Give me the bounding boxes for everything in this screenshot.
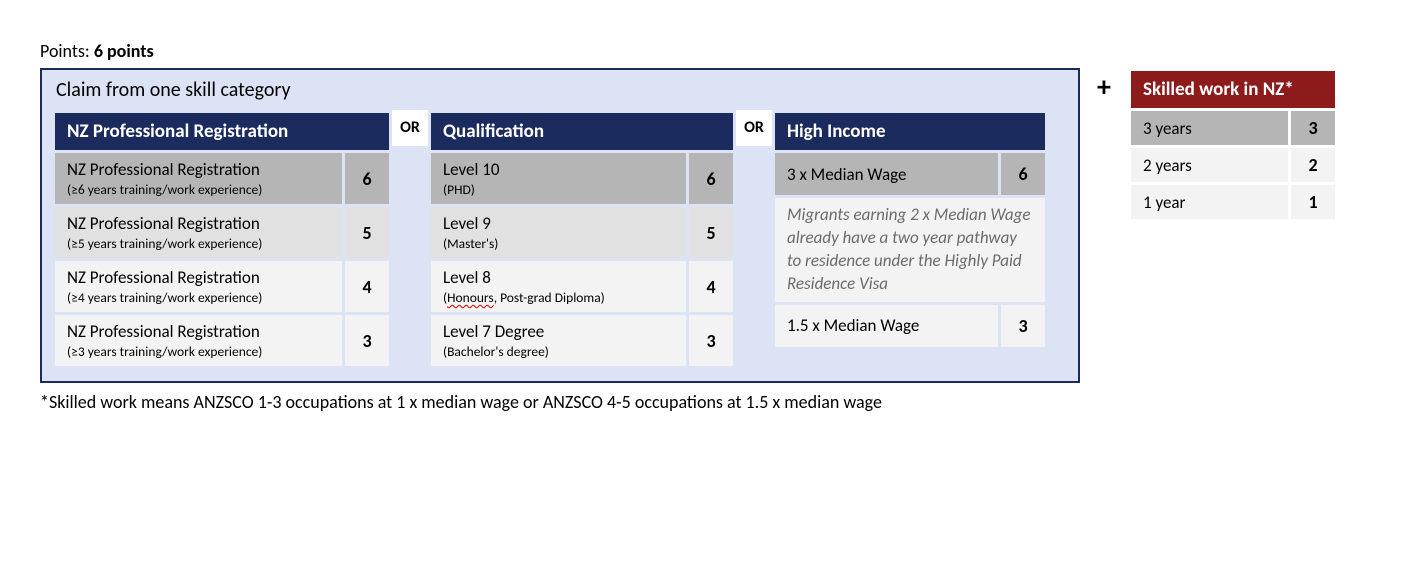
row-points: 5 <box>689 207 733 258</box>
row-sub: (Honours, Post-grad Diploma) <box>443 289 674 306</box>
row-points: 2 <box>1291 148 1335 182</box>
row-points: 4 <box>345 261 389 312</box>
income-table: High Income 3 x Median Wage6 Migrants ea… <box>772 110 1048 350</box>
table-cell: 1.5 x Median Wage <box>775 305 998 347</box>
qualification-table: Qualification Level 10(PHD)6 Level 9(Mas… <box>428 110 736 369</box>
row-label: Level 9 <box>443 213 491 234</box>
claim-box: Claim from one skill category NZ Profess… <box>40 68 1080 383</box>
sub-post: , Post-grad Diploma) <box>494 289 605 306</box>
table-cell: NZ Professional Registration(≥4 years tr… <box>55 261 342 312</box>
row-sub: (≥4 years training/work experience) <box>67 289 330 306</box>
claim-columns: NZ Professional Registration NZ Professi… <box>52 110 1068 369</box>
table-cell: NZ Professional Registration(≥5 years tr… <box>55 207 342 258</box>
row-sub: (≥3 years training/work experience) <box>67 343 330 360</box>
row-points: 6 <box>345 153 389 204</box>
row-label: Level 7 Degree <box>443 321 544 342</box>
table-cell: Level 7 Degree(Bachelor's degree) <box>431 315 686 366</box>
table-cell: Level 10(PHD) <box>431 153 686 204</box>
row-label: Level 10 <box>443 159 499 180</box>
row-sub: (Master's) <box>443 235 674 252</box>
or-connector: OR <box>736 110 772 146</box>
income-header: High Income <box>775 113 1045 150</box>
row-label: NZ Professional Registration <box>67 213 260 234</box>
or-connector: OR <box>392 110 428 146</box>
row-points: 3 <box>1291 111 1335 145</box>
table-cell: NZ Professional Registration(≥6 years tr… <box>55 153 342 204</box>
row-points: 3 <box>689 315 733 366</box>
table-cell: 3 x Median Wage <box>775 153 998 195</box>
table-cell: 2 years <box>1131 148 1288 182</box>
footnote: *Skilled work means ANZSCO 1-3 occupatio… <box>40 391 1382 413</box>
table-cell: Level 8(Honours, Post-grad Diploma) <box>431 261 686 312</box>
row-points: 3 <box>345 315 389 366</box>
sub-squiggle: Honours <box>447 289 494 306</box>
page: Points: 6 points Claim from one skill ca… <box>40 40 1382 413</box>
row-points: 3 <box>1001 305 1045 347</box>
table-cell: Level 9(Master's) <box>431 207 686 258</box>
points-label: Points: <box>40 40 90 62</box>
row-sub: (Bachelor's degree) <box>443 343 674 360</box>
registration-table: NZ Professional Registration NZ Professi… <box>52 110 392 369</box>
skilled-header: Skilled work in NZ* <box>1131 71 1335 108</box>
row-label: NZ Professional Registration <box>67 159 260 180</box>
income-note: Migrants earning 2 x Median Wage already… <box>775 198 1045 302</box>
points-value: 6 points <box>94 40 154 62</box>
row-points: 1 <box>1291 185 1335 219</box>
row-sub: (PHD) <box>443 181 674 198</box>
row-points: 6 <box>689 153 733 204</box>
row-sub: (≥6 years training/work experience) <box>67 181 330 198</box>
claim-title: Claim from one skill category <box>52 72 1068 110</box>
registration-header: NZ Professional Registration <box>55 113 389 150</box>
qualification-header: Qualification <box>431 113 733 150</box>
row-label: NZ Professional Registration <box>67 321 260 342</box>
row-points: 5 <box>345 207 389 258</box>
row-label: NZ Professional Registration <box>67 267 260 288</box>
table-cell: 1 year <box>1131 185 1288 219</box>
row-points: 6 <box>1001 153 1045 195</box>
points-line: Points: 6 points <box>40 40 1382 62</box>
plus-connector: + <box>1090 70 1118 104</box>
row-label: Level 8 <box>443 267 491 288</box>
top-row: Claim from one skill category NZ Profess… <box>40 68 1382 383</box>
table-cell: 3 years <box>1131 111 1288 145</box>
skilled-table: Skilled work in NZ* 3 years3 2 years2 1 … <box>1128 68 1338 222</box>
table-cell: NZ Professional Registration(≥3 years tr… <box>55 315 342 366</box>
row-sub: (≥5 years training/work experience) <box>67 235 330 252</box>
row-points: 4 <box>689 261 733 312</box>
